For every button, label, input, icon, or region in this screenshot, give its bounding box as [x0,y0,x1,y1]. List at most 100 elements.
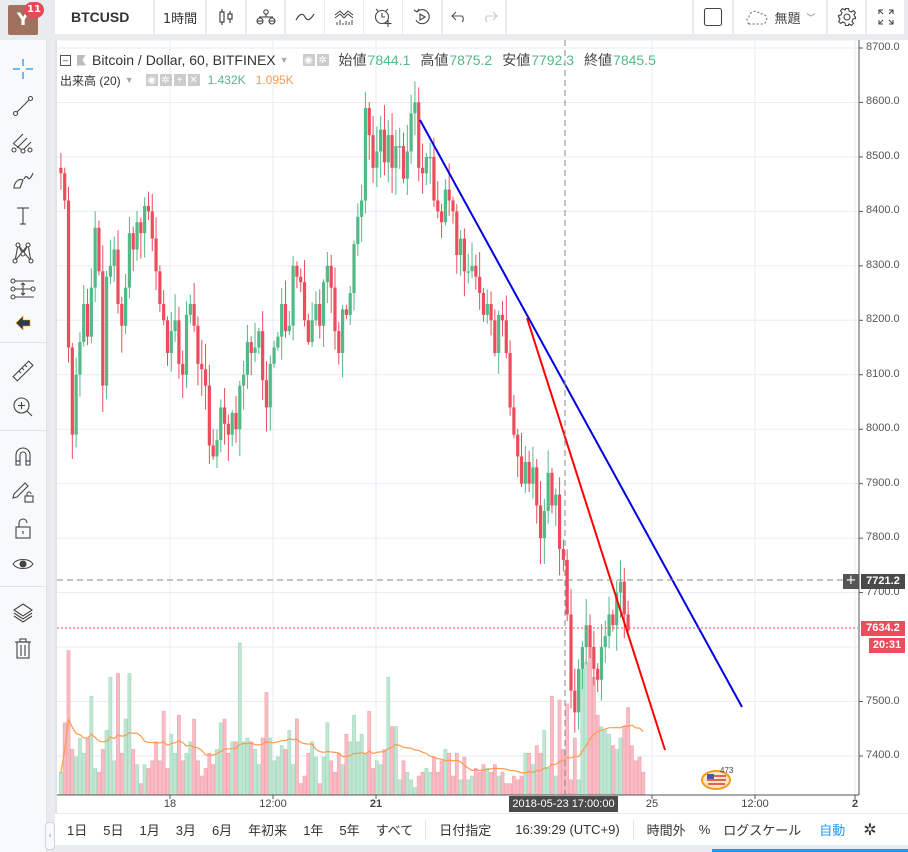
panel-tab-strip[interactable] [712,849,908,852]
main-series-legend: – Bitcoin / Dollar, 60, BITFINEX ▼ ◉ ✲ 始… [60,51,656,69]
hide-toolbar-button[interactable] [10,310,36,336]
series-settings-icon[interactable]: ✲ [316,54,329,66]
price-tick-label: 7800.0 [866,531,900,544]
replay-button[interactable] [403,0,441,34]
indicators-button[interactable] [247,0,284,34]
chart-pane[interactable] [55,40,908,813]
magnet-tool[interactable] [10,443,36,469]
range-button-7[interactable]: 5年 [339,823,360,838]
low-label: 安値 [502,52,531,68]
goto-date-button[interactable]: 日付指定 [439,823,492,838]
range-button-5[interactable]: 年初来 [248,823,288,838]
unlock-icon [15,518,31,539]
range-button-1[interactable]: 5日 [103,823,124,838]
close-label: 終値 [584,52,613,68]
chart-style-button[interactable] [207,0,245,34]
measure-tool[interactable] [10,358,36,384]
price-tick-label: 8600.0 [866,95,900,108]
interval-label: 1時間 [162,11,198,27]
range-button-0[interactable]: 1日 [67,823,88,838]
prediction-tool[interactable] [10,276,36,302]
toolbar-divider [0,342,47,343]
price-tick-label: 8200.0 [866,313,900,326]
layout-button[interactable] [694,0,732,34]
economic-event-badge[interactable]: 473 [700,763,738,791]
layout-title: 無題 [774,11,801,27]
high-label: 高値 [420,52,449,68]
extended-hours-toggle[interactable]: 時間外 [646,823,686,838]
visibility-tool[interactable] [10,551,36,577]
pattern-tool[interactable] [10,240,36,266]
xabcd-pattern-icon [12,242,34,264]
auto-scale-toggle[interactable]: 自動 [819,823,846,838]
candles-style-icon [219,9,233,25]
text-tool[interactable] [10,203,36,229]
remove-drawings-button[interactable] [10,636,36,662]
low-value: 7792.3 [531,52,575,68]
pitchfork-tool[interactable] [10,130,36,156]
ruler-icon [12,360,34,382]
percent-scale-toggle[interactable]: % [698,822,711,837]
us-flag-event-icon: 473 [701,766,734,790]
chart-settings-icon[interactable]: ✲ [863,821,877,839]
log-scale-toggle[interactable]: ログスケール [723,823,802,838]
lock-all-tool[interactable] [10,515,36,541]
settings-button[interactable] [828,0,865,34]
interval-button[interactable]: 1時間 [155,0,205,34]
series-title[interactable]: Bitcoin / Dollar, 60, BITFINEX [92,52,276,68]
save-layout-button[interactable]: 無題 ﹀ [734,0,826,34]
object-tree-button[interactable] [10,600,36,626]
volume-legend: 出来高 (20) ▼ ◉ ✲ + ✕ 1.432K 1.095K [60,72,294,88]
visibility-toggle-icon[interactable]: ◉ [302,54,315,66]
range-button-8[interactable]: すべて [375,823,414,838]
add-icon[interactable]: + [173,74,186,86]
high-value: 7875.2 [449,52,493,68]
fullscreen-button[interactable] [867,0,904,34]
chevron-down-icon[interactable]: ▼ [124,75,134,85]
trend-line-tool[interactable] [10,93,36,119]
visibility-toggle-icon[interactable]: ◉ [145,74,158,86]
bar-countdown-label: 20:31 [869,638,905,653]
add-level-button[interactable]: + [843,574,859,589]
symbol-search-button[interactable]: BTCUSD [55,0,153,34]
fullscreen-icon [877,9,894,25]
toolbar-spacer [507,0,692,34]
close-icon[interactable]: ✕ [187,74,200,86]
range-button-3[interactable]: 3月 [175,823,196,838]
open-label: 始値 [338,52,367,68]
pencil-lock-icon [12,482,34,503]
templates-button[interactable] [325,0,363,34]
range-button-6[interactable]: 1年 [303,823,324,838]
date-range-group: 1日 5日 1月 3月 6月 年初来 1年 5年 すべて [55,820,421,839]
collapse-legend-icon[interactable]: – [60,54,71,66]
undo-icon[interactable] [450,11,467,23]
lock-drawings-tool[interactable] [10,479,36,505]
long-position-icon [10,278,36,300]
zoom-in-tool[interactable] [10,394,36,420]
study-settings-icon[interactable]: ✲ [159,74,172,86]
time-tick-label: 21 [369,798,383,810]
chevron-down-icon: ﹀ [806,13,816,24]
time-tick-label: 12:00 [259,798,287,810]
trash-icon [15,638,31,659]
alert-button[interactable] [364,0,402,34]
timezone-clock-button[interactable]: 16:39:29 (UTC+9) [515,822,620,837]
bottom-toolbar: 1日 5日 1月 3月 6月 年初来 1年 5年 すべて 日付指定 16:39:29 (UTC+… [55,814,908,845]
price-tick-label: 8700.0 [866,41,900,53]
range-button-4[interactable]: 6月 [211,823,233,838]
volume-ma-value: 1.095K [255,73,294,87]
compare-button[interactable] [286,0,324,34]
crosshair-tool[interactable] [10,56,36,82]
collapse-panel-handle[interactable]: ‹ [45,822,55,850]
range-button-2[interactable]: 1月 [139,823,160,838]
compare-wave-icon [295,13,315,21]
cloud-save-icon [746,10,768,25]
indicators-icon [255,9,276,25]
price-tick-label: 8300.0 [866,258,900,271]
time-tick-label: 18 [163,798,177,810]
volume-title[interactable]: 出来高 (20) [60,73,121,88]
redo-icon[interactable] [482,11,498,23]
chevron-down-icon[interactable]: ▼ [279,55,289,65]
brush-tool[interactable] [10,167,36,193]
